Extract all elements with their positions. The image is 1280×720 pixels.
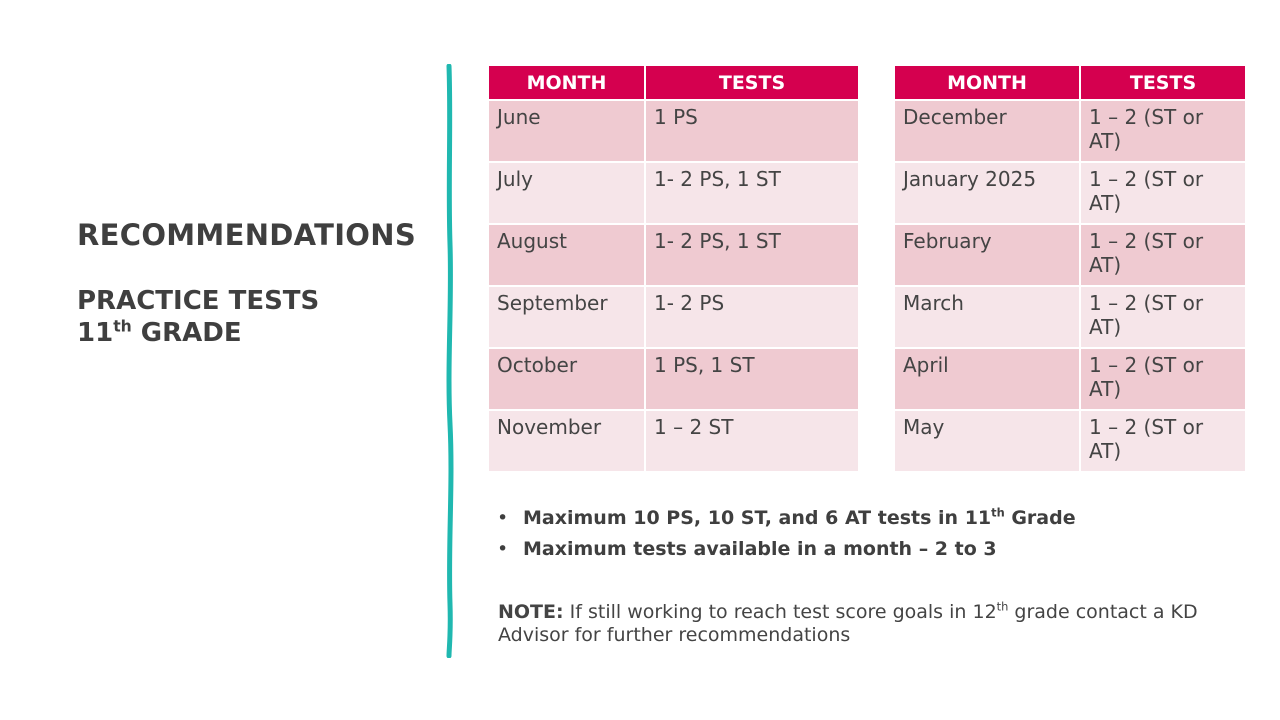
table-row: December 1 – 2 (ST or AT) [895,101,1245,161]
table-row: August 1- 2 PS, 1 ST [489,225,858,285]
month-cell: November [489,411,644,471]
note-text-after: grade contact a KD Advisor for further r… [498,601,1198,646]
month-cell: July [489,163,644,223]
tests-cell: 1 – 2 (ST or AT) [1081,101,1245,161]
month-cell: August [489,225,644,285]
schedule-table-1: MONTH TESTS June 1 PS July 1- 2 PS, 1 ST Augus… [487,64,860,473]
table-row: March 1 – 2 (ST or AT) [895,287,1245,347]
bullet-text: Maximum 10 PS, 10 ST, and 6 AT tests in … [523,507,992,529]
subtitle-line2: 11th GRADE [77,317,319,349]
month-cell: December [895,101,1079,161]
bullet-sup: th [991,505,1005,520]
subtitle-line1: PRACTICE TESTS [77,286,320,316]
column-header: TESTS [646,66,858,99]
table-row: May 1 – 2 (ST or AT) [895,411,1245,471]
month-cell: March [895,287,1079,347]
table-row: October 1 PS, 1 ST [489,349,858,409]
bullet-list: • Maximum 10 PS, 10 ST, and 6 AT tests in… [497,507,1076,569]
slide-subtitle: PRACTICE TESTS 11th GRADE [77,285,319,349]
tests-cell: 1 – 2 (ST or AT) [1081,349,1245,409]
table-row: February 1 – 2 (ST or AT) [895,225,1245,285]
table-row: June 1 PS [489,101,858,161]
grade-suffix: th [113,317,132,336]
tests-cell: 1- 2 PS, 1 ST [646,225,858,285]
month-cell: February [895,225,1079,285]
tests-cell: 1 – 2 (ST or AT) [1081,411,1245,471]
month-cell: September [489,287,644,347]
month-cell: January 2025 [895,163,1079,223]
teal-divider-line [446,64,454,658]
month-cell: May [895,411,1079,471]
tests-cell: 1 PS, 1 ST [646,349,858,409]
tests-cell: 1 – 2 ST [646,411,858,471]
month-cell: October [489,349,644,409]
table-row: September 1- 2 PS [489,287,858,347]
table-row: July 1- 2 PS, 1 ST [489,163,858,223]
table-header-row: MONTH TESTS [489,66,858,99]
bullet-item: • Maximum tests available in a month – 2 … [497,538,997,560]
bullet-text-after: Grade [1004,507,1076,529]
schedule-table-2: MONTH TESTS December 1 – 2 (ST or AT) Januar… [893,64,1247,473]
note-sup: th [996,599,1009,614]
tests-cell: 1 PS [646,101,858,161]
grade-number: 11 [77,318,114,348]
grade-label: GRADE [131,318,242,348]
table-row: April 1 – 2 (ST or AT) [895,349,1245,409]
tests-cell: 1 – 2 (ST or AT) [1081,225,1245,285]
tests-cell: 1 – 2 (ST or AT) [1081,163,1245,223]
note-label: NOTE: [498,601,564,623]
table-header-row: MONTH TESTS [895,66,1245,99]
month-cell: June [489,101,644,161]
column-header: MONTH [895,66,1079,99]
tests-cell: 1- 2 PS, 1 ST [646,163,858,223]
tests-cell: 1- 2 PS [646,287,858,347]
month-cell: April [895,349,1079,409]
bullet-item: • Maximum 10 PS, 10 ST, and 6 AT tests in… [497,505,1076,529]
column-header: MONTH [489,66,644,99]
table-row: January 2025 1 – 2 (ST or AT) [895,163,1245,223]
slide-title: RECOMMENDATIONS [77,218,417,252]
note-text: If still working to reach test score goa… [563,601,997,623]
table-row: November 1 – 2 ST [489,411,858,471]
tests-cell: 1 – 2 (ST or AT) [1081,287,1245,347]
bullet-text: Maximum tests available in a month – 2 t… [523,538,997,560]
note: NOTE: If still working to reach test sco… [498,601,1218,647]
column-header: TESTS [1081,66,1245,99]
